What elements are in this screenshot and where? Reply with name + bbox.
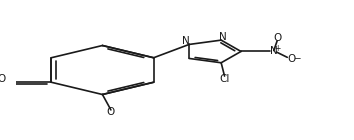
Text: O: O (287, 54, 296, 64)
Text: −: − (293, 53, 300, 63)
Text: N: N (219, 32, 227, 42)
Text: N: N (183, 36, 190, 46)
Text: Cl: Cl (219, 74, 230, 84)
Text: O: O (273, 33, 281, 43)
Text: O: O (107, 107, 115, 117)
Text: +: + (275, 44, 281, 53)
Text: O: O (0, 74, 5, 84)
Text: N: N (270, 46, 278, 56)
